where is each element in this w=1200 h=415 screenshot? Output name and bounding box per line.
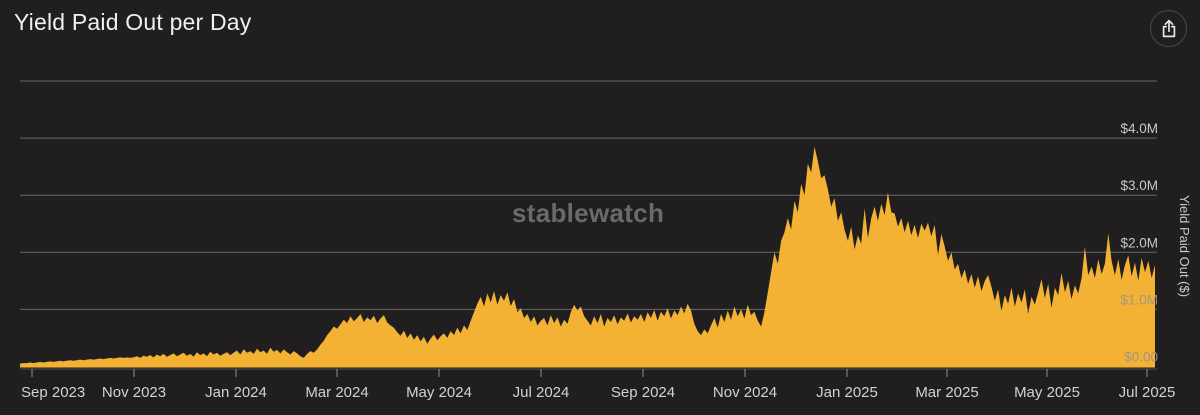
x-tick-label-5: Jul 2024	[513, 384, 570, 401]
x-tick-label-9: Mar 2025	[915, 384, 978, 401]
yield-area-series	[20, 146, 1155, 368]
y-tick-label-0: $0.00	[1124, 350, 1158, 365]
watermark: stablewatch	[512, 198, 665, 228]
y-axis-title: Yield Paid Out ($)	[1177, 195, 1192, 297]
x-tick-label-4: May 2024	[406, 384, 472, 401]
x-tick-label-0: Sep 2023	[21, 384, 85, 401]
x-tick-label-1: Nov 2023	[102, 384, 166, 401]
x-tick-label-6: Sep 2024	[611, 384, 675, 401]
x-tick-label-7: Nov 2024	[713, 384, 777, 401]
y-tick-label-1: $1.0M	[1120, 292, 1158, 307]
x-tick-label-8: Jan 2025	[816, 384, 878, 401]
x-tick-label-10: May 2025	[1014, 384, 1080, 401]
page-title: Yield Paid Out per Day	[14, 9, 252, 35]
y-tick-label-4: $4.0M	[1120, 121, 1158, 136]
share-button[interactable]	[1150, 10, 1187, 47]
share-icon	[1162, 19, 1175, 37]
x-tick-label-11: Jul 2025	[1119, 384, 1176, 401]
x-tick-label-3: Mar 2024	[305, 384, 368, 401]
y-tick-label-3: $3.0M	[1120, 178, 1158, 193]
y-tick-label-2: $2.0M	[1120, 235, 1158, 250]
x-tick-label-2: Jan 2024	[205, 384, 267, 401]
